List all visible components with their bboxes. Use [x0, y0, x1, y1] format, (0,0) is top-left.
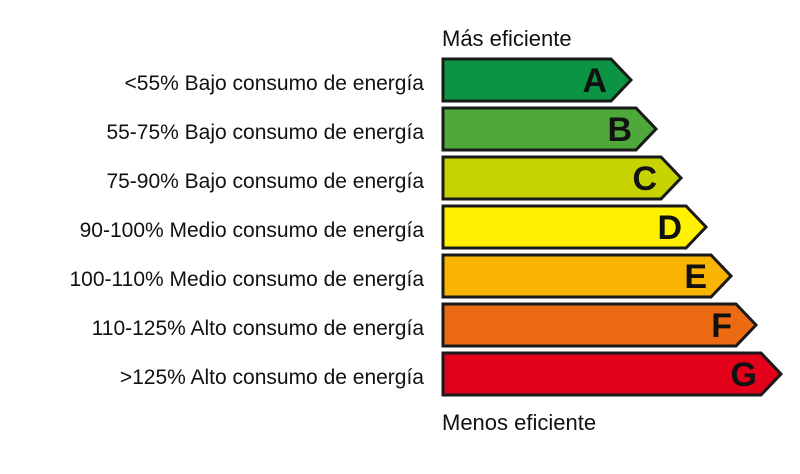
rating-letter-d: D	[657, 209, 682, 247]
rating-bar-c: C	[441, 155, 684, 201]
rating-letter-b: B	[607, 111, 632, 149]
rating-label-g: >125% Alto consumo de energía	[119, 366, 424, 389]
rating-arrow-b	[441, 106, 659, 152]
rating-label-e: 100-110% Medio consumo de energía	[69, 268, 424, 291]
rating-letter-g: G	[731, 356, 757, 394]
rating-bar-f: F	[441, 302, 759, 348]
rating-arrow-c	[441, 155, 684, 201]
rating-bar-b: B	[441, 106, 659, 152]
rating-letter-c: C	[632, 160, 657, 198]
rating-letter-f: F	[711, 307, 732, 345]
rating-label-b: 55-75% Bajo consumo de energía	[106, 121, 424, 144]
top-caption: Más eficiente	[442, 26, 572, 51]
rating-label-f: 110-125% Alto consumo de energía	[91, 317, 424, 340]
rating-bar-g: G	[441, 351, 784, 397]
rating-letter-e: E	[684, 258, 707, 296]
rating-arrow-e	[441, 253, 734, 299]
rating-bar-a: A	[441, 57, 634, 103]
bottom-caption: Menos eficiente	[442, 410, 597, 435]
rating-arrow-f	[441, 302, 759, 348]
rating-arrow-a	[441, 57, 634, 103]
rating-arrow-g	[441, 351, 784, 397]
rating-label-c: 75-90% Bajo consumo de energía	[106, 170, 424, 193]
rating-label-a: <55% Bajo consumo de energía	[124, 72, 424, 95]
rating-bar-d: D	[441, 204, 709, 250]
rating-arrow-d	[441, 204, 709, 250]
rating-letter-a: A	[582, 62, 607, 100]
rating-label-d: 90-100% Medio consumo de energía	[79, 219, 424, 242]
rating-bar-e: E	[441, 253, 734, 299]
